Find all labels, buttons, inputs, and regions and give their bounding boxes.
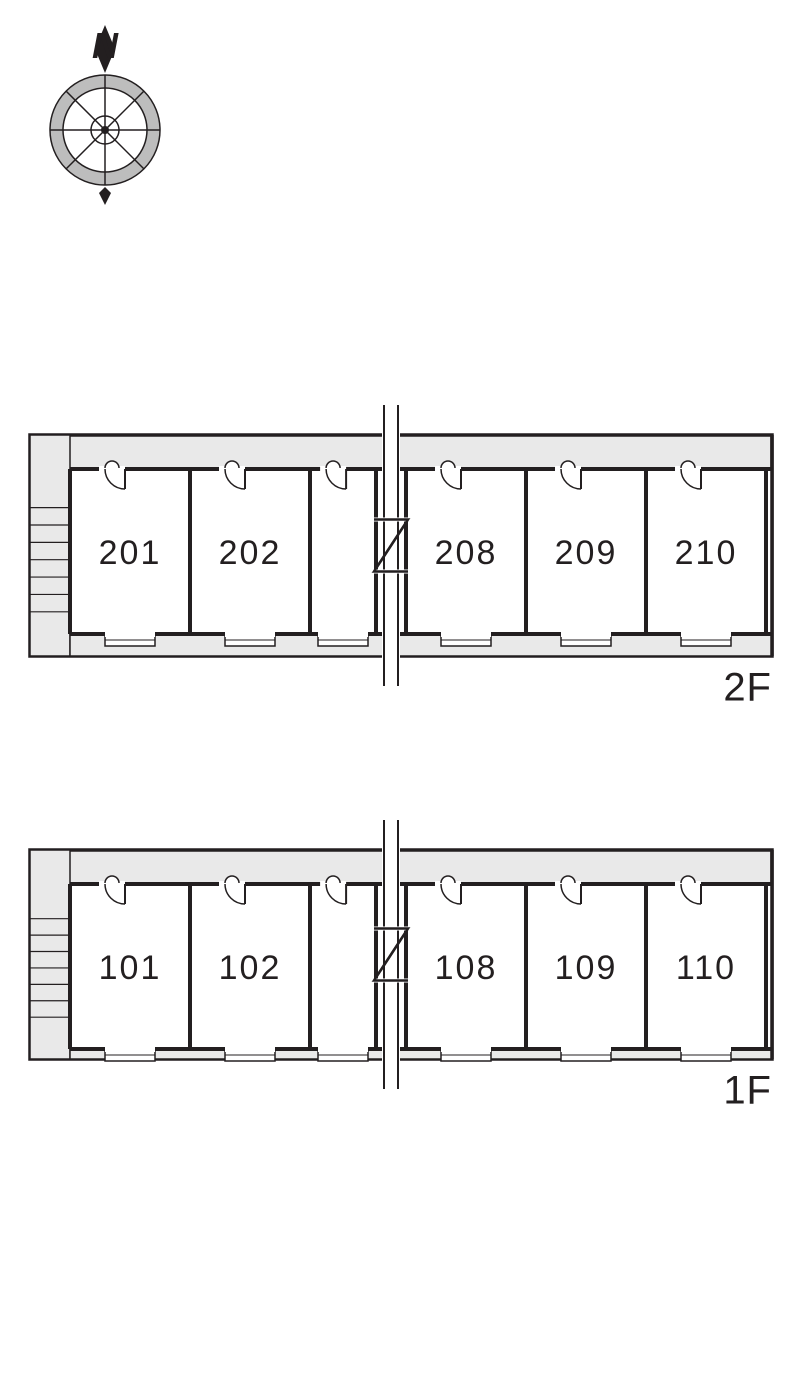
- room-label-108: 108: [435, 949, 498, 987]
- room-label-209: 209: [555, 534, 618, 572]
- room-label-101: 101: [99, 949, 162, 987]
- floor-plan-1F: 101 102 108 109 110 1F: [30, 820, 772, 1113]
- floor-label-1F: 1F: [723, 1069, 772, 1113]
- floor-plan-2F: 201 202 208 209 210 2F: [30, 405, 772, 710]
- compass-north-label: N: [92, 25, 119, 66]
- room-label-208: 208: [435, 534, 498, 572]
- floor-label-2F: 2F: [723, 666, 772, 710]
- room-label-102: 102: [219, 949, 282, 987]
- balcony-ledge: [70, 634, 772, 656]
- corridor: [30, 850, 772, 884]
- room-label-201: 201: [99, 534, 162, 572]
- compass-rose: N: [50, 25, 160, 205]
- room-label-110: 110: [676, 949, 736, 987]
- corridor: [30, 435, 772, 469]
- room-label-109: 109: [555, 949, 618, 987]
- room-label-210: 210: [675, 534, 738, 572]
- room-label-202: 202: [219, 534, 282, 572]
